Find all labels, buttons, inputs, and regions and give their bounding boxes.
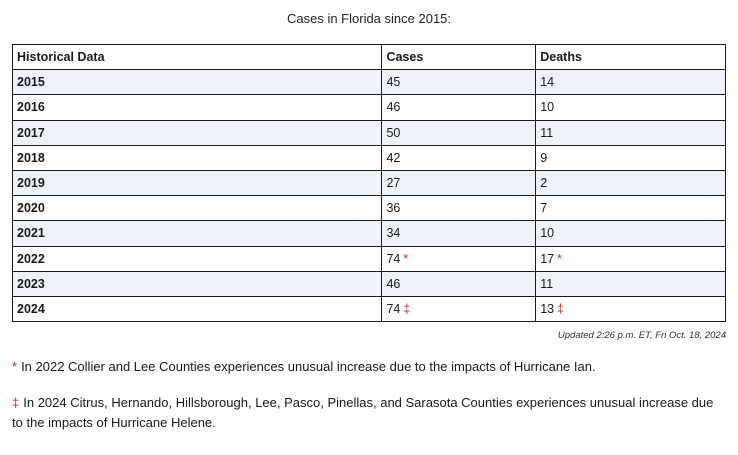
cases-cell: 74 *	[381, 245, 537, 272]
deaths-value: 11	[540, 276, 554, 291]
deaths-cell: 2	[535, 169, 726, 197]
cases-cell: 36	[381, 195, 537, 222]
deaths-value: 11	[540, 125, 554, 140]
deaths-cell: 11	[535, 270, 726, 297]
year-cell: 2019	[11, 169, 383, 197]
cases-footnote-mark: *	[403, 251, 409, 266]
cases-cell: 45	[381, 69, 537, 96]
table-row: 2022 74 * 17 *	[11, 245, 726, 272]
deaths-cell: 10	[535, 220, 726, 247]
cases-cell: 42	[381, 144, 537, 171]
table-row: 2021 34 10	[11, 220, 726, 247]
deaths-cell: 17 *	[535, 245, 726, 272]
deaths-cell: 7	[535, 195, 726, 222]
table-row: 2016 46 10	[11, 94, 726, 121]
year-cell: 2015	[11, 69, 383, 96]
cases-cell: 50	[381, 119, 537, 146]
table-row: 2020 36 7	[11, 195, 726, 222]
cases-cell: 27	[381, 169, 537, 197]
cases-value: 27	[386, 176, 401, 191]
deaths-footnote-mark: ‡	[557, 301, 565, 316]
footnote-text: In 2022 Collier and Lee Counties experie…	[21, 359, 596, 374]
year-cell: 2020	[11, 195, 383, 222]
year-cell: 2024	[11, 295, 383, 323]
deaths-value: 13	[540, 301, 555, 316]
cases-cell: 46	[381, 270, 537, 297]
deaths-footnote-mark: *	[557, 251, 563, 266]
cases-value: 46	[386, 276, 401, 291]
historical-data-table: Historical Data Cases Deaths 2015 45 14 …	[11, 43, 726, 323]
cases-value: 74	[386, 251, 401, 266]
deaths-value: 17	[540, 251, 555, 266]
footnote-hurricane-helene: ‡ In 2024 Citrus, Hernando, Hillsborough,…	[12, 393, 726, 433]
footnote-hurricane-ian: * In 2022 Collier and Lee Counties experi…	[12, 357, 726, 377]
table-row: 2024 74 ‡ 13 ‡	[11, 295, 726, 323]
year-cell: 2022	[11, 245, 383, 272]
deaths-cell: 9	[535, 144, 726, 171]
deaths-value: 10	[540, 100, 555, 115]
table-header-row: Historical Data Cases Deaths	[11, 43, 726, 71]
year-cell: 2017	[11, 119, 383, 146]
deaths-value: 10	[540, 226, 555, 241]
year-cell: 2016	[11, 94, 383, 121]
deaths-cell: 11	[535, 119, 726, 146]
year-cell: 2018	[11, 144, 383, 171]
cases-value: 46	[386, 100, 401, 115]
cases-value: 74	[386, 301, 401, 316]
deaths-value: 9	[540, 150, 548, 165]
footnote-symbol-asterisk: *	[12, 359, 18, 374]
updated-timestamp: Updated 2:26 p.m. ET, Fri Oct. 18, 2024	[557, 330, 726, 341]
table-caption: Cases in Florida since 2015:	[286, 11, 452, 26]
column-header-historical-data: Historical Data	[11, 43, 383, 71]
deaths-cell: 10	[535, 94, 726, 121]
column-header-deaths: Deaths	[535, 43, 726, 71]
table-row: 2017 50 11	[11, 119, 726, 146]
table-row: 2018 42 9	[11, 144, 726, 171]
deaths-value: 7	[540, 201, 548, 216]
cases-footnote-mark: ‡	[403, 301, 411, 316]
year-cell: 2021	[11, 220, 383, 247]
cases-value: 34	[386, 226, 401, 241]
table-row: 2019 27 2	[11, 169, 726, 197]
table-row: 2023 46 11	[11, 270, 726, 297]
year-cell: 2023	[11, 270, 383, 297]
cases-value: 42	[386, 150, 401, 165]
column-header-cases: Cases	[381, 43, 537, 71]
deaths-cell: 14	[535, 69, 726, 96]
cases-value: 50	[386, 125, 401, 140]
deaths-cell: 13 ‡	[535, 295, 726, 323]
footnote-symbol-double-dagger: ‡	[12, 395, 20, 410]
table-row: 2015 45 14	[11, 69, 726, 96]
footnote-text: In 2024 Citrus, Hernando, Hillsborough, …	[12, 395, 714, 430]
cases-cell: 46	[381, 94, 537, 121]
cases-cell: 34	[381, 220, 537, 247]
deaths-value: 14	[540, 75, 555, 90]
cases-value: 45	[386, 75, 401, 90]
deaths-value: 2	[540, 176, 548, 191]
cases-cell: 74 ‡	[381, 295, 537, 323]
cases-value: 36	[386, 201, 401, 216]
